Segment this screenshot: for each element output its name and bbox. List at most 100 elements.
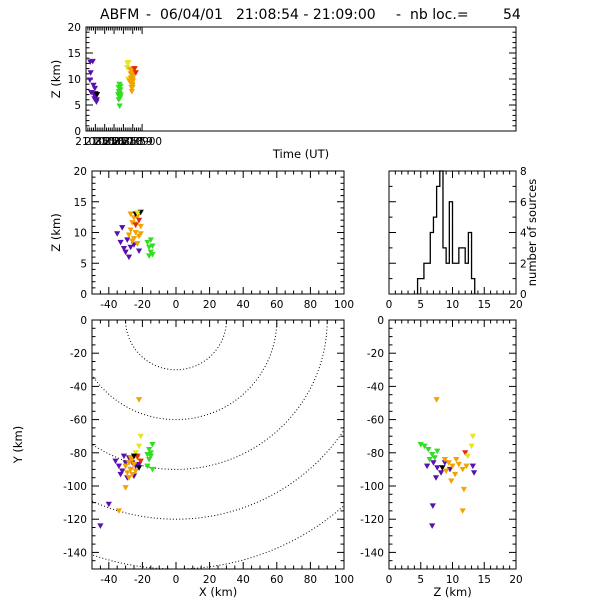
title-count: 54 (503, 7, 521, 23)
source-point (135, 397, 143, 403)
source-point (90, 82, 97, 89)
source-point (125, 254, 133, 261)
source-point (129, 84, 136, 91)
plan-view-panel: -40 -20 0 20 40 60 80 100 -140 -120 -100 -80 -60 -40 -… (11, 315, 354, 599)
x-tick-label: 10 (446, 299, 459, 311)
source-point (117, 83, 124, 90)
source-point (459, 508, 466, 514)
x-tick-label: 80 (304, 574, 317, 586)
source-point (459, 466, 466, 473)
x-tick-label: 0 (386, 574, 393, 586)
plot-frame (388, 319, 517, 570)
y-tick-label: 4 (520, 228, 527, 240)
source-point (144, 451, 151, 458)
x-tick-label: 20 (509, 299, 522, 311)
x-tick-label: 40 (237, 299, 250, 311)
x-tick-label: 210858 (103, 136, 143, 148)
y-tick-label: -120 (63, 514, 87, 526)
source-point (124, 470, 131, 476)
source-point (434, 448, 441, 455)
source-point (132, 468, 139, 475)
source-point (146, 253, 153, 259)
histogram-bin (427, 263, 430, 294)
histogram-bin (433, 217, 436, 294)
source-point (455, 461, 462, 468)
source-point (119, 225, 126, 231)
x-height-panel: -40 -20 0 20 40 60 80 100 0 5 10 15 20 Z (km) (49, 166, 354, 311)
source-point (149, 466, 156, 473)
figure-title: ABFM - 06/04/01 21:08:54 - 21:09:00 - nb… (100, 7, 521, 23)
source-point (445, 460, 452, 466)
x-tick-label: 100 (334, 574, 354, 586)
source-point (132, 230, 139, 236)
source-point (137, 223, 144, 230)
histogram-bin (465, 263, 468, 294)
source-point (130, 242, 138, 248)
source-point (134, 210, 141, 216)
source-point (425, 446, 432, 453)
source-point (129, 471, 136, 478)
y-tick-label: -40 (70, 381, 87, 393)
source-point (135, 217, 143, 224)
source-point (132, 450, 139, 456)
y-tick-label: -140 (360, 547, 384, 559)
y-tick-label: -100 (63, 481, 87, 493)
source-point (469, 463, 476, 470)
source-point (128, 88, 135, 95)
x-tick-label: 20 (203, 574, 216, 586)
x-tick-label: 20 (509, 574, 522, 586)
height-y-panel: 0 5 10 15 20 -140 -120 -100 -80 -60 -40 -20 0 Z (km) (360, 315, 523, 599)
x-tick-label: 5 (417, 574, 424, 586)
source-point (453, 456, 460, 463)
source-point (437, 470, 445, 476)
title-separator-2: - (396, 7, 401, 23)
plot-frame (91, 319, 345, 570)
source-point (120, 453, 128, 460)
source-point (137, 458, 144, 465)
title-separator: - (146, 7, 151, 23)
source-point (469, 433, 476, 440)
y-axis-label: Z (km) (49, 213, 63, 251)
title-time-range: 21:08:54 - 21:09:00 (236, 7, 376, 23)
plot-frame (85, 26, 517, 132)
source-point (146, 456, 153, 463)
source-point (115, 508, 122, 514)
x-tick-label: 210900 (122, 136, 162, 148)
x-tick-label: 100 (334, 299, 354, 311)
x-tick-label: 210856 (85, 136, 125, 148)
source-point (129, 238, 136, 245)
source-point (114, 231, 121, 237)
y-tick-label: 0 (80, 315, 87, 327)
x-tick-label: 0 (386, 299, 393, 311)
source-point (125, 232, 133, 238)
source-point (449, 463, 456, 470)
histogram-bin (446, 263, 449, 294)
source-point (131, 66, 138, 72)
source-point (132, 222, 139, 229)
x-tick-label: 210859 (113, 136, 153, 148)
x-tick-label: -20 (134, 299, 151, 311)
source-point (120, 245, 128, 252)
y-axis-label: Z (km) (49, 60, 63, 98)
x-tick-label: -40 (100, 574, 117, 586)
histogram-bin (443, 248, 446, 294)
source-point (122, 463, 129, 470)
source-point (429, 451, 436, 458)
x-tick-label: 0 (173, 574, 180, 586)
source-point (439, 465, 446, 471)
histogram-bin (421, 279, 424, 294)
source-point (127, 466, 134, 473)
source-point (124, 237, 131, 243)
source-point (132, 70, 139, 76)
x-tick-label: 15 (478, 574, 491, 586)
y-tick-label: 10 (68, 74, 81, 86)
title-count-label: nb loc.= (410, 7, 469, 23)
y-tick-label: -40 (367, 381, 384, 393)
histogram-bin (459, 248, 462, 294)
source-point (137, 231, 144, 237)
source-point (146, 446, 153, 453)
histogram-bin (440, 171, 443, 294)
source-point (433, 397, 440, 403)
title-date: 06/04/01 (160, 7, 223, 23)
